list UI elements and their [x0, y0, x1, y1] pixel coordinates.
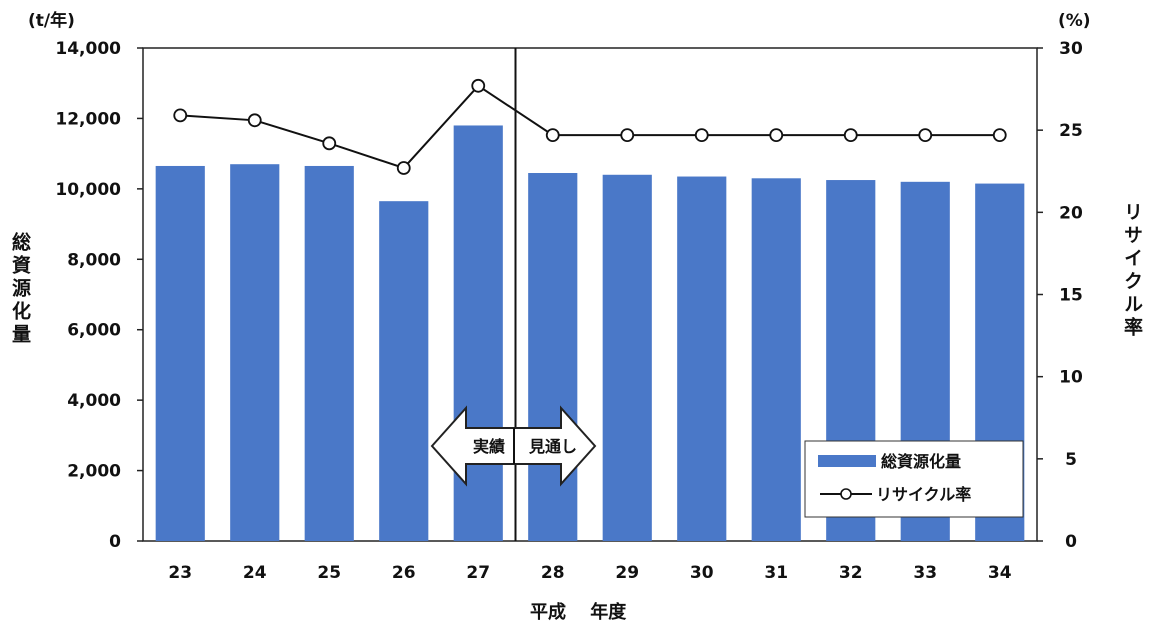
recycle-rate-point: [769, 128, 784, 142]
x-tick-label: 26: [392, 563, 416, 583]
x-tick-label: 34: [988, 563, 1012, 583]
x-tick-label: 28: [541, 563, 565, 583]
right-tick-label: 10: [1059, 368, 1083, 388]
recycle-rate-point: [322, 136, 337, 151]
recycle-rate-point: [620, 128, 635, 142]
legend: 総資源化量 リサイクル率: [804, 440, 1024, 518]
recycle-rate-point: [396, 161, 411, 175]
legend-box: [804, 440, 1024, 518]
left-tick-label: 10,000: [55, 180, 121, 200]
legend-line-marker: [840, 488, 852, 500]
right-axis-ticks: 0 5 10 15 20 25 30: [1037, 39, 1083, 552]
x-tick-label: 29: [615, 563, 639, 583]
left-tick-label: 4,000: [67, 391, 121, 411]
left-axis-unit: (t/年): [28, 10, 75, 31]
right-axis-title: リサイクル率: [1121, 202, 1143, 340]
x-tick-label: 31: [764, 563, 788, 583]
left-axis-ticks: 0 2,000 4,000 6,000 8,000 10,000 12,000 14,000: [55, 39, 143, 552]
bar: [751, 178, 801, 542]
left-tick-label: 0: [109, 532, 121, 552]
bar: [155, 165, 205, 542]
bar-series: [155, 125, 1025, 542]
right-tick-label: 0: [1065, 532, 1077, 552]
recycle-rate-point: [173, 108, 188, 123]
right-tick-label: 20: [1059, 203, 1083, 223]
bar: [379, 201, 429, 542]
right-tick-label: 25: [1059, 121, 1083, 141]
left-tick-label: 2,000: [67, 462, 121, 482]
bar: [677, 176, 727, 541]
left-tick-label: 8,000: [67, 250, 121, 270]
left-tick-label: 12,000: [55, 109, 121, 129]
x-tick-label: 32: [839, 563, 863, 583]
right-tick-label: 30: [1059, 39, 1083, 59]
recycle-rate-point: [545, 128, 560, 142]
legend-bar-swatch: [818, 455, 876, 467]
left-tick-label: 14,000: [55, 39, 121, 59]
left-tick-label: 6,000: [67, 321, 121, 341]
bar: [230, 164, 280, 541]
arrow-label-actual: 実績: [473, 437, 505, 456]
bar: [304, 165, 354, 542]
recycle-rate-line: [180, 84, 1000, 170]
x-axis-title: 平成 年度: [530, 601, 627, 623]
bar: [528, 173, 578, 541]
x-tick-label: 24: [243, 563, 267, 583]
right-axis-unit: (%): [1058, 11, 1091, 31]
x-tick-label: 30: [690, 563, 714, 583]
legend-bar-label: 総資源化量: [881, 452, 961, 471]
left-axis-title: 総資源化量: [9, 231, 31, 347]
x-tick-label: 27: [466, 563, 490, 583]
recycle-rate-point: [992, 128, 1007, 142]
right-tick-label: 5: [1065, 450, 1077, 470]
bar: [602, 174, 652, 541]
recycle-rate-point: [918, 128, 933, 142]
x-tick-label: 25: [317, 563, 341, 583]
x-tick-label: 23: [168, 563, 192, 583]
arrow-label-forecast: 見通し: [528, 437, 577, 456]
recycle-rate-point: [471, 78, 486, 93]
recycle-rate-point: [694, 128, 709, 142]
right-tick-label: 15: [1059, 286, 1083, 306]
recycle-rate-point: [843, 128, 858, 142]
legend-line-label: リサイクル率: [876, 485, 971, 504]
x-tick-label: 33: [913, 563, 937, 583]
recycle-rate-point: [247, 113, 262, 128]
x-axis-ticks: 23 24 25 26 27 28 29 30 31 32 33 34: [168, 563, 1011, 583]
actual-forecast-arrow: 実績 見通し: [430, 405, 597, 487]
recycle-rate-series: [173, 78, 1007, 175]
